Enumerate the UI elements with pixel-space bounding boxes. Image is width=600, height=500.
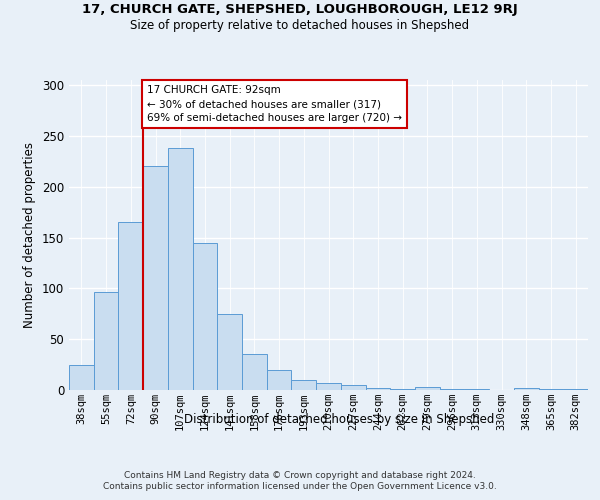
Bar (365, 388, 390, 390)
Bar (415, 387, 440, 390)
Bar (440, 389, 464, 390)
Text: Distribution of detached houses by size in Shepshed: Distribution of detached houses by size … (184, 412, 494, 426)
Bar (193, 242, 217, 390)
Bar (242, 354, 267, 390)
Bar (118, 222, 143, 390)
Text: 17, CHURCH GATE, SHEPSHED, LOUGHBOROUGH, LE12 9RJ: 17, CHURCH GATE, SHEPSHED, LOUGHBOROUGH,… (82, 2, 518, 16)
Text: Size of property relative to detached houses in Shepshed: Size of property relative to detached ho… (130, 19, 470, 32)
Bar (464, 389, 489, 390)
Bar (292, 380, 316, 390)
Bar (563, 389, 588, 390)
Text: Contains public sector information licensed under the Open Government Licence v3: Contains public sector information licen… (103, 482, 497, 491)
Bar (69, 364, 94, 390)
Y-axis label: Number of detached properties: Number of detached properties (23, 142, 37, 328)
Bar (267, 370, 292, 390)
Text: Contains HM Land Registry data © Crown copyright and database right 2024.: Contains HM Land Registry data © Crown c… (124, 471, 476, 480)
Bar (390, 389, 415, 390)
Bar (341, 385, 365, 390)
Bar (539, 389, 563, 390)
Bar (217, 314, 242, 390)
Bar (143, 166, 168, 390)
Bar (94, 292, 118, 390)
Bar (514, 388, 539, 390)
Text: 17 CHURCH GATE: 92sqm
← 30% of detached houses are smaller (317)
69% of semi-det: 17 CHURCH GATE: 92sqm ← 30% of detached … (147, 85, 402, 123)
Bar (316, 383, 341, 390)
Bar (168, 148, 193, 390)
